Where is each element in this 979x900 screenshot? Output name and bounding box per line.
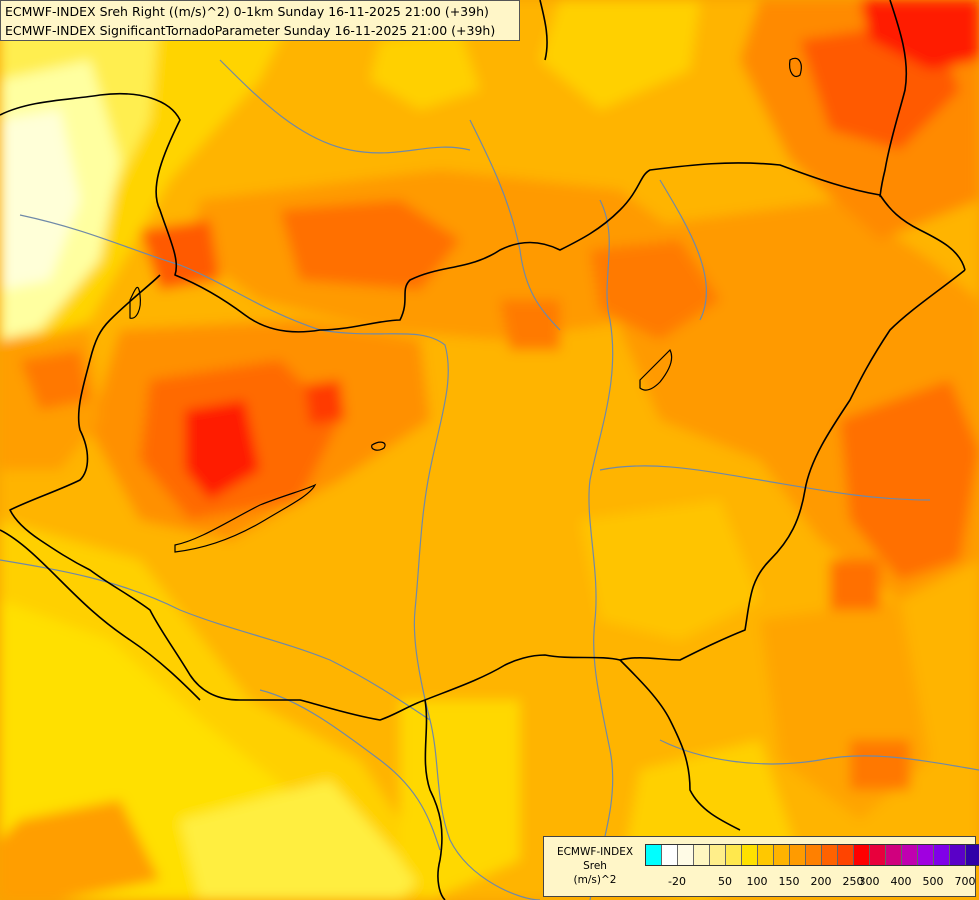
legend-swatch	[886, 845, 902, 865]
legend-swatch	[822, 845, 838, 865]
legend-swatch	[854, 845, 870, 865]
legend-tick-label: 200	[810, 875, 832, 888]
legend-swatch	[950, 845, 966, 865]
legend-swatch	[646, 845, 662, 865]
legend-tick-label: 250	[842, 875, 864, 888]
legend-color-bar	[645, 844, 979, 866]
legend-tick-label: -20	[668, 875, 686, 888]
lakes	[129, 57, 802, 553]
legend-swatch	[758, 845, 774, 865]
legend-parameter: Sreh	[583, 860, 607, 872]
legend-swatch	[806, 845, 822, 865]
legend-tick-label: 150	[778, 875, 800, 888]
legend-tick-label: 100	[746, 875, 768, 888]
legend-swatch	[790, 845, 806, 865]
legend-swatch	[966, 845, 979, 865]
color-legend: ECMWF-INDEX Sreh (m/s)^2 -20 50 100 150 200 2…	[543, 836, 979, 897]
legend-swatch	[694, 845, 710, 865]
legend-unit: (m/s)^2	[573, 874, 617, 886]
legend-swatch	[774, 845, 790, 865]
legend-caption: ECMWF-INDEX Sreh (m/s)^2	[546, 845, 644, 887]
legend-tick-label: 700	[954, 875, 976, 888]
legend-tick-label: 400	[890, 875, 912, 888]
legend-swatch	[918, 845, 934, 865]
rivers	[0, 59, 979, 900]
legend-swatch	[902, 845, 918, 865]
legend-swatch	[838, 845, 854, 865]
map-title-line-1: ECMWF-INDEX Sreh Right ((m/s)^2) 0-1km S…	[5, 4, 489, 19]
legend-swatch	[662, 845, 678, 865]
legend-tick-label: 500	[922, 875, 944, 888]
map-title-box: ECMWF-INDEX Sreh Right ((m/s)^2) 0-1km S…	[0, 0, 520, 41]
map-title-line-2: ECMWF-INDEX SignificantTornadoParameter …	[5, 23, 496, 38]
legend-swatch	[710, 845, 726, 865]
legend-model: ECMWF-INDEX	[556, 846, 634, 858]
legend-swatch	[934, 845, 950, 865]
legend-swatch	[870, 845, 886, 865]
legend-swatch	[742, 845, 758, 865]
legend-tick-label: 50	[718, 875, 732, 888]
legend-tick-label: 300	[858, 875, 880, 888]
legend-tick-labels: -20 50 100 150 200 250 300 400 500 700	[645, 875, 975, 889]
legend-swatch	[726, 845, 742, 865]
legend-swatch	[678, 845, 694, 865]
